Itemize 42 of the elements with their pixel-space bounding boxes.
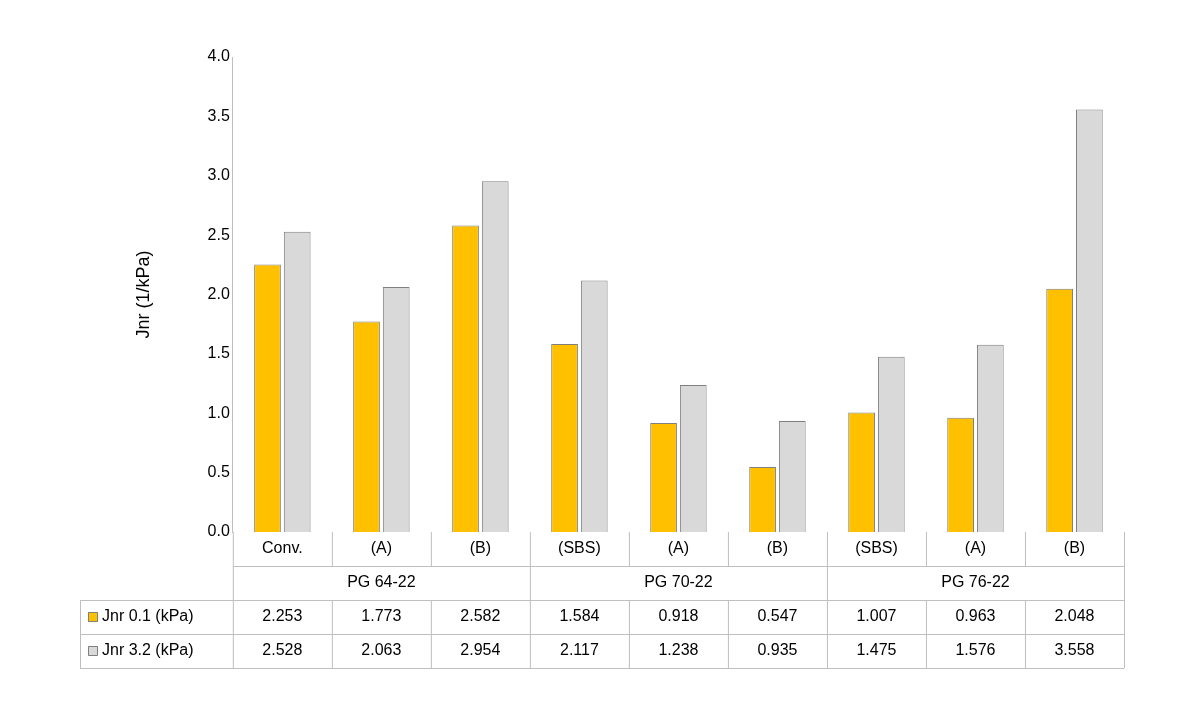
data-label: 1.007 xyxy=(856,607,897,625)
y-axis-title: Jnr (1/kPa) xyxy=(132,250,153,339)
data-label: 0.547 xyxy=(757,607,798,625)
x-tick-label: (SBS) xyxy=(855,539,898,557)
data-label: 2.582 xyxy=(460,607,501,625)
x-tick-label: (B) xyxy=(469,539,492,557)
data-label: 3.558 xyxy=(1054,641,1095,659)
y-tick-label: 1.5 xyxy=(207,344,230,362)
x-tick-label: (A) xyxy=(370,539,393,557)
x-tick-label: (A) xyxy=(964,539,987,557)
x-tick-label: Conv. xyxy=(262,539,303,557)
data-label: 1.576 xyxy=(955,641,996,659)
data-label: 1.584 xyxy=(559,607,600,625)
text: PG 76-22 xyxy=(941,573,1010,591)
x-tick-label: (B) xyxy=(766,539,789,557)
data-label: 1.773 xyxy=(361,607,402,625)
x-tick-label: (B) xyxy=(1063,539,1086,557)
data-label: 1.238 xyxy=(658,641,699,659)
data-label: 2.117 xyxy=(559,641,599,659)
data-label: 0.935 xyxy=(757,641,798,659)
data-label: 0.963 xyxy=(955,607,996,625)
data-label: 2.253 xyxy=(262,607,303,625)
x-tick-label: (A) xyxy=(667,539,690,557)
x-tick-label: (SBS) xyxy=(558,539,601,557)
data-label: 2.528 xyxy=(262,641,303,659)
text: PG 64-22 xyxy=(347,573,416,591)
data-label: 2.063 xyxy=(361,641,402,659)
y-tick-label: 0.5 xyxy=(207,463,230,481)
text: PG 70-22 xyxy=(644,573,713,591)
y-tick-label: 2.0 xyxy=(207,284,230,302)
y-tick-label: 4.0 xyxy=(207,47,230,65)
data-label: 2.048 xyxy=(1054,607,1095,625)
y-tick-label: 3.5 xyxy=(207,106,230,124)
y-tick-label: 0.0 xyxy=(207,522,230,540)
legend-label: Jnr 3.2 (kPa) xyxy=(102,641,194,659)
y-tick-label: 2.5 xyxy=(207,225,230,243)
y-tick-label: 3.0 xyxy=(207,166,230,184)
data-label: 2.954 xyxy=(460,641,501,659)
legend-label: Jnr 0.1 (kPa) xyxy=(102,607,194,625)
data-label: 1.475 xyxy=(856,641,897,659)
data-label: 0.918 xyxy=(658,607,699,625)
y-tick-label: 1.0 xyxy=(207,403,230,421)
